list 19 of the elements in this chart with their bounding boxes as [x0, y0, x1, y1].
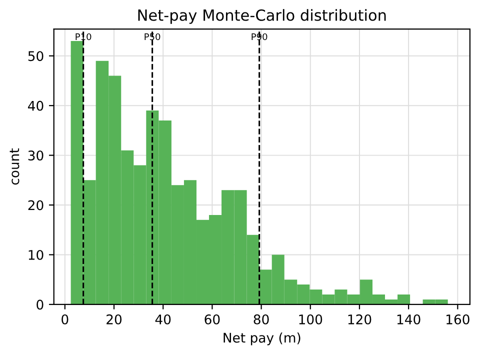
y-tick-label: 50 — [28, 51, 44, 62]
x-tick-label: 40 — [155, 314, 171, 324]
x-tick-label: 140 — [397, 314, 420, 324]
y-tick-label: 10 — [28, 250, 44, 260]
x-tick-label: 100 — [299, 314, 322, 324]
y-tick-label: 30 — [28, 150, 44, 160]
x-tick-label: 160 — [446, 314, 470, 324]
chart-title: Net-pay Monte-Carlo distribution — [138, 9, 386, 24]
x-tick-label: 0 — [62, 314, 68, 324]
x-tick-label: 80 — [254, 314, 269, 324]
y-axis-title: count — [10, 148, 20, 185]
x-tick-label: 120 — [348, 314, 372, 324]
x-axis-title: Net pay (m) — [224, 332, 300, 346]
x-tick-label: 60 — [204, 314, 220, 324]
y-tick-label: 0 — [36, 300, 44, 310]
y-tick-label: 40 — [28, 100, 44, 111]
ref-line-label: P90 — [252, 33, 268, 40]
x-tick-label: 20 — [106, 314, 122, 324]
y-tick-label: 20 — [28, 200, 44, 210]
